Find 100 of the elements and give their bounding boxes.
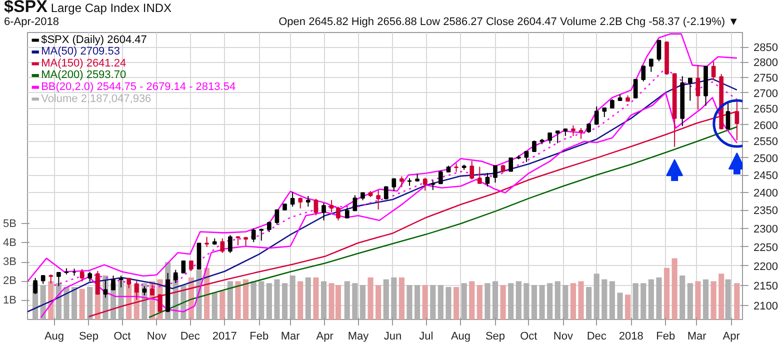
candlestick [508,157,514,172]
candlestick [251,228,256,243]
x-tick-label: Sep [78,330,99,342]
y-tick-label: 2300 [754,223,778,236]
legend-label: MA(50) 2709.53 [41,46,120,58]
y2-tick-label: 2B [3,275,17,288]
candlestick [189,260,194,272]
text: Open 2645.82 High 2656.88 Low 2586.27 Close 2604.47 Volume 2.2B Chg -58.37 (-2.19%) ▼ [278,16,739,29]
candlestick [236,236,240,246]
y-tick-label: 2150 [754,280,778,292]
y-tick-label: 2500 [754,152,778,165]
candlestick [298,196,303,209]
candlestick [493,165,498,184]
x-tick-label: Nov [146,330,167,342]
candlestick [352,194,358,212]
x-tick-label: Jul [419,330,434,342]
legend-label: MA(150) 2641.24 [41,57,126,70]
y2-tick-label: 4B [3,236,17,249]
candlestick [220,238,225,254]
candlestick [118,275,124,288]
y-tick-label: 2700 [754,88,778,100]
candlestick [688,78,692,102]
candlestick [726,100,730,130]
candlestick [656,40,662,62]
candlestick [314,198,318,216]
candlestick [88,271,92,282]
candlestick [571,124,576,136]
candlestick [344,207,350,219]
y2-tick-label: 5B [3,218,17,230]
x-tick-label: Dec [586,330,607,342]
candlestick [181,260,186,274]
y-tick-label: 2800 [754,57,778,70]
candlestick [376,190,380,210]
candlestick [322,202,326,221]
candlestick [602,107,607,118]
x-tick-label: Feb [250,330,269,342]
candlestick [306,195,310,208]
line-series [148,126,738,318]
candlestick [548,132,552,144]
y-tick-label: 2400 [754,187,778,200]
x-tick-label: Oct [114,330,131,342]
x-tick-label: May [348,330,370,342]
legend-label: Volume 2,187,047,936 [41,92,152,105]
y2-tick-label: 3B [3,256,17,268]
candlestick [290,192,295,208]
legend-label: MA(200) 2593.70 [41,69,126,82]
candlestick [532,140,536,152]
candlestick [470,160,474,180]
candlestick [150,284,154,296]
chart-subtitle: Large Cap Index INDX [50,1,172,15]
candlestick [228,234,232,254]
x-tick-label: 2017 [212,330,237,342]
y-tick-label: 2100 [754,300,778,312]
candlestick [477,166,482,184]
x-tick-label: Feb [656,330,676,342]
candlestick [555,130,560,144]
candlestick [430,180,436,190]
candlestick [336,206,340,221]
x-tick-label: 2018 [618,330,644,342]
candlestick [524,150,529,163]
y-tick-label: 2850 [754,42,778,54]
candlestick [711,61,716,81]
x-tick-label: Mar [687,330,707,342]
candlestick [422,177,428,192]
legend-label: BB(20,2.0) 2544.75 - 2679.14 - 2813.54 [41,81,236,94]
x-tick-label: Apr [722,330,740,342]
y-tick-label: 2250 [754,242,778,254]
x-tick-label: Mar [280,330,300,342]
candlestick [80,268,84,282]
x-tick-label: Aug [450,330,471,342]
candlestick [384,186,388,200]
candlestick [392,178,396,192]
candlestick [438,170,443,185]
x-tick-label: Sep [485,330,506,342]
candlestick [633,78,638,99]
text: 6-Apr-2018 [4,16,60,29]
candlestick [641,66,646,82]
x-tick-label: Aug [44,330,64,342]
y-tick-label: 2550 [754,136,778,148]
candlestick [649,58,654,72]
candlestick [578,128,584,140]
y-tick-label: 2200 [754,260,778,273]
y-tick-label: 2350 [754,205,778,218]
candlestick [204,236,209,248]
candlestick [142,286,147,296]
y2-tick-label: 1B [3,294,17,306]
x-tick-label: Jun [384,330,402,342]
x-tick-label: Apr [316,330,334,342]
y-tick-label: 2450 [754,170,778,182]
x-tick-label: Dec [180,330,200,342]
candlestick [274,209,280,226]
candlestick [594,106,599,126]
candlestick [267,220,272,233]
x-tick-label: Nov [553,330,574,342]
x-tick-label: Oct [520,330,538,342]
y-tick-label: 2600 [754,120,778,132]
legend-label: $SPX (Daily) 2604.47 [41,34,147,46]
y-tick-label: 2750 [754,72,778,84]
y-tick-label: 2650 [754,104,778,116]
candlestick [696,64,700,110]
